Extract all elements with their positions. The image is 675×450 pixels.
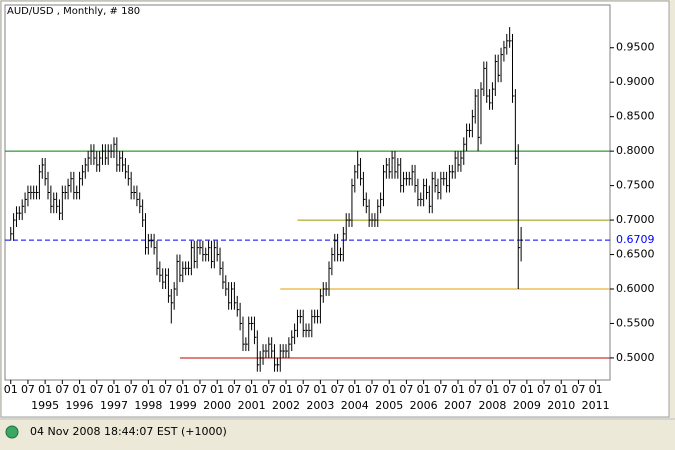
- x-tick-label: 01: [73, 383, 87, 396]
- x-tick-label: 01: [382, 383, 396, 396]
- y-tick-label: 0.6000: [616, 282, 655, 295]
- x-tick-label: 07: [159, 383, 173, 396]
- x-tick-label: 01: [176, 383, 190, 396]
- year-label: 1997: [100, 399, 128, 412]
- y-tick-label: 0.9000: [616, 75, 655, 88]
- year-label: 2002: [272, 399, 300, 412]
- year-label: 1998: [134, 399, 162, 412]
- status-icon: [5, 425, 19, 439]
- x-tick-label: 07: [124, 383, 138, 396]
- x-tick-label: 07: [399, 383, 413, 396]
- x-tick-label: 01: [417, 383, 431, 396]
- y-tick-label: 0.9500: [616, 41, 655, 54]
- year-label: 2005: [375, 399, 403, 412]
- x-tick-label: 07: [571, 383, 585, 396]
- chart-title: AUD/USD , Monthly, # 180: [7, 6, 140, 17]
- x-tick-label: 01: [520, 383, 534, 396]
- y-tick-label: 0.8500: [616, 110, 655, 123]
- year-label: 1995: [31, 399, 59, 412]
- y-tick-label: 0.5500: [616, 316, 655, 329]
- year-label: 1996: [66, 399, 94, 412]
- x-tick-label: 07: [262, 383, 276, 396]
- y-tick-label: 0.8000: [616, 144, 655, 157]
- year-label: 2006: [410, 399, 438, 412]
- x-tick-label: 07: [503, 383, 517, 396]
- year-label: 2000: [203, 399, 231, 412]
- year-label: 2009: [513, 399, 541, 412]
- x-tick-label: 07: [21, 383, 35, 396]
- x-tick-label: 01: [210, 383, 224, 396]
- x-tick-label: 07: [468, 383, 482, 396]
- plot-area: [4, 4, 611, 381]
- year-label: 2001: [238, 399, 266, 412]
- x-tick-label: 01: [38, 383, 52, 396]
- x-tick-label: 07: [193, 383, 207, 396]
- x-tick-label: 07: [227, 383, 241, 396]
- y-tick-label: 0.7000: [616, 213, 655, 226]
- y-tick-label: 0.7500: [616, 179, 655, 192]
- x-tick-label: 01: [554, 383, 568, 396]
- x-tick-label: 01: [141, 383, 155, 396]
- x-tick-label: 01: [313, 383, 327, 396]
- year-label: 2011: [582, 399, 610, 412]
- x-tick-label: 01: [589, 383, 603, 396]
- year-label: 2004: [341, 399, 369, 412]
- x-tick-label: 01: [279, 383, 293, 396]
- last-price-label: 0.6709: [616, 233, 655, 246]
- y-tick-label: 0.5000: [616, 351, 655, 364]
- year-label: 2007: [444, 399, 472, 412]
- x-tick-label: 07: [90, 383, 104, 396]
- year-label: 2010: [547, 399, 575, 412]
- x-tick-label: 01: [348, 383, 362, 396]
- x-tick-label: 07: [331, 383, 345, 396]
- x-tick-label: 07: [537, 383, 551, 396]
- y-tick-label: 0.6500: [616, 248, 655, 261]
- year-label: 1999: [169, 399, 197, 412]
- x-tick-label: 01: [485, 383, 499, 396]
- footer-text: 04 Nov 2008 18:44:07 EST (+1000): [30, 425, 227, 438]
- x-tick-label: 01: [245, 383, 259, 396]
- x-tick-label: 07: [55, 383, 69, 396]
- x-tick-label: 01: [107, 383, 121, 396]
- x-tick-label: 01: [4, 383, 18, 396]
- year-label: 2003: [306, 399, 334, 412]
- x-tick-label: 07: [296, 383, 310, 396]
- x-tick-label: 07: [365, 383, 379, 396]
- x-tick-label: 01: [451, 383, 465, 396]
- year-label: 2008: [478, 399, 506, 412]
- x-tick-label: 07: [434, 383, 448, 396]
